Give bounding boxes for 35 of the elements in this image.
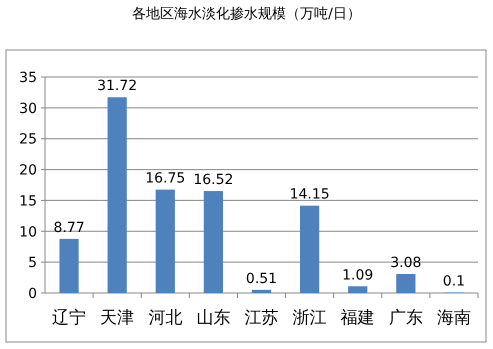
x-tick-label: 辽宁 xyxy=(52,308,86,328)
x-tick-label: 河北 xyxy=(148,308,182,328)
x-tick-label: 福建 xyxy=(340,308,375,328)
y-tick-label: 15 xyxy=(19,193,37,210)
data-label: 3.08 xyxy=(390,254,422,271)
x-tick-label: 山东 xyxy=(196,308,230,328)
data-label: 16.75 xyxy=(145,170,186,187)
data-label: 31.72 xyxy=(97,78,138,94)
y-tick-label: 30 xyxy=(19,100,37,117)
x-tick-label: 天津 xyxy=(100,308,134,328)
bar xyxy=(108,97,127,293)
x-tick-label: 海南 xyxy=(436,308,471,328)
bar xyxy=(300,206,320,293)
y-tick-label: 5 xyxy=(28,255,37,272)
y-tick-label: 10 xyxy=(19,224,37,240)
data-label: 0.51 xyxy=(246,270,278,287)
x-tick-label: 浙江 xyxy=(292,308,327,328)
bar xyxy=(396,274,416,293)
bar xyxy=(59,238,79,293)
bar xyxy=(156,190,175,293)
y-tick-label: 20 xyxy=(19,162,37,179)
bar xyxy=(348,286,368,293)
x-tick-label: 江苏 xyxy=(244,308,278,328)
y-tick-label: 25 xyxy=(19,132,37,148)
y-tick-label: 0 xyxy=(28,286,37,302)
data-label: 1.09 xyxy=(342,267,374,284)
data-label: 14.15 xyxy=(290,186,330,203)
bar xyxy=(252,290,272,293)
data-label: 0.1 xyxy=(442,273,466,290)
data-label: 16.52 xyxy=(193,172,234,188)
chart-title: 各地区海水淡化掺水规模（万吨/日） xyxy=(132,6,361,22)
y-tick-label: 35 xyxy=(19,70,37,86)
data-label: 8.77 xyxy=(53,220,85,236)
x-tick-label: 广东 xyxy=(388,308,423,328)
bar xyxy=(204,191,224,293)
